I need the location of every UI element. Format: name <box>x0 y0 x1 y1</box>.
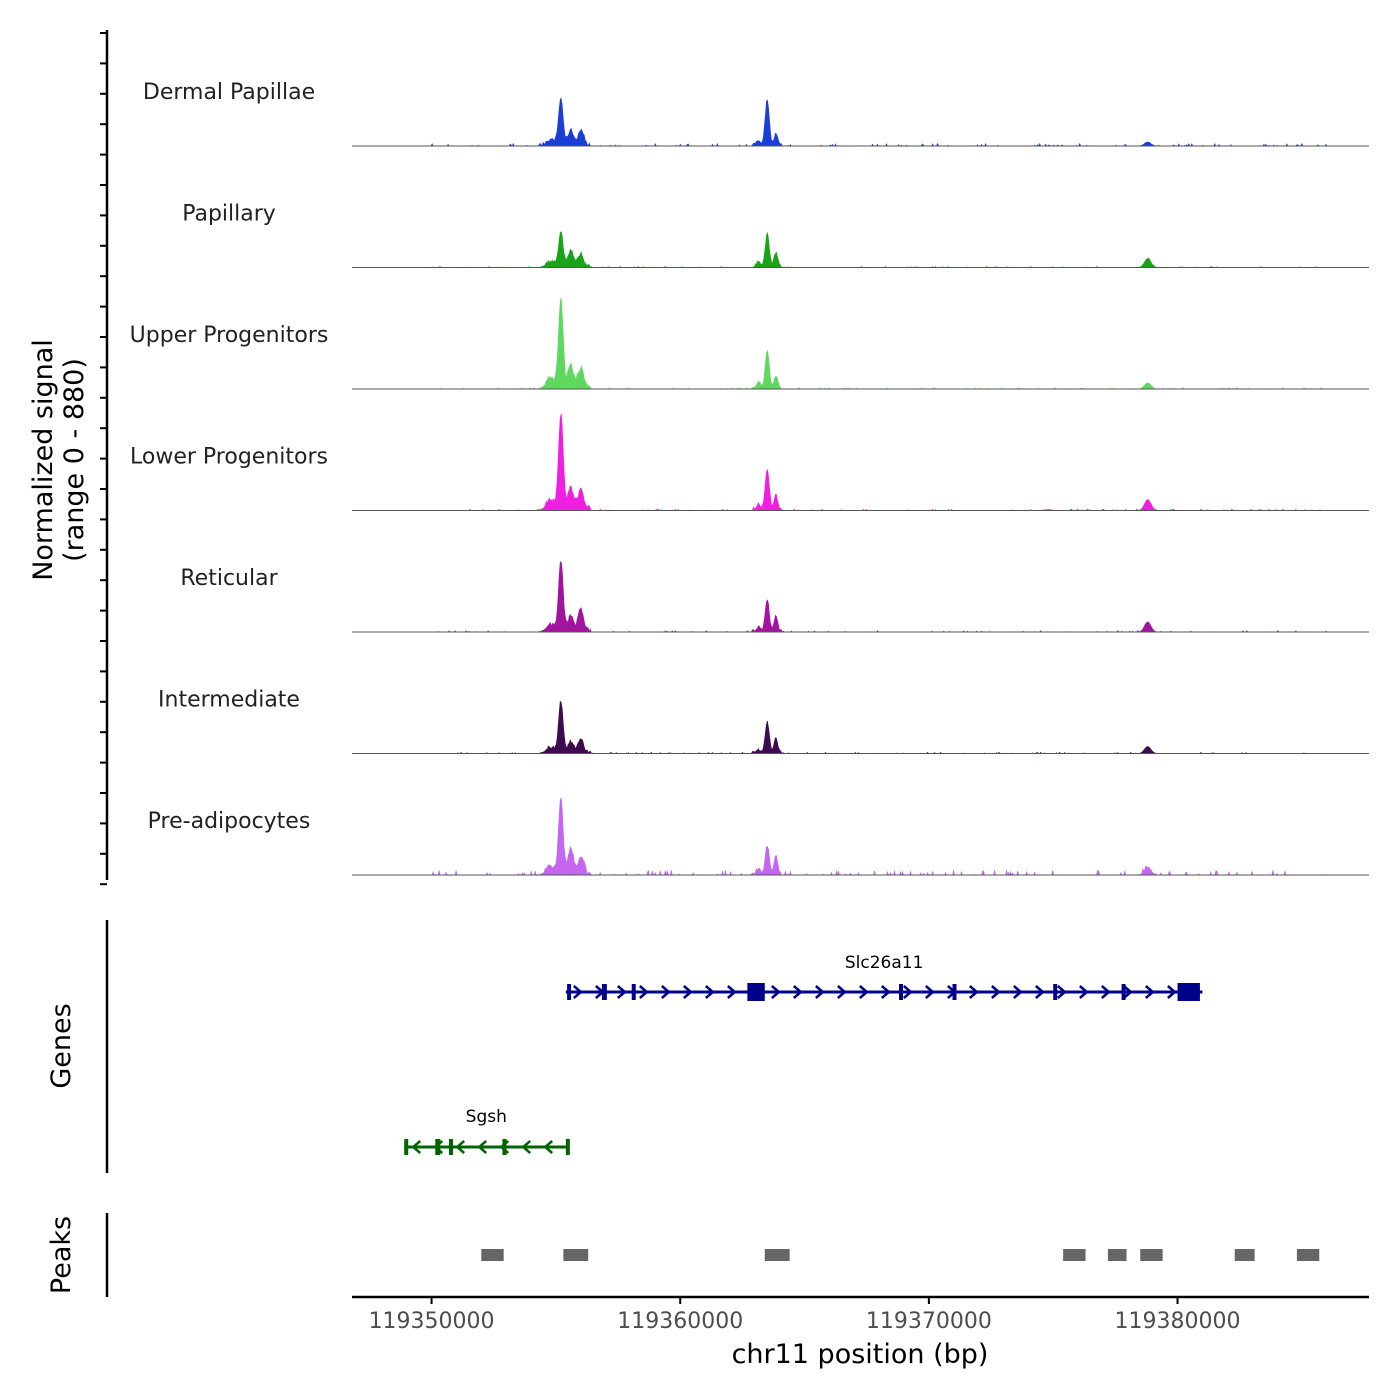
coverage-y-ticks <box>100 32 107 886</box>
strand-chevron <box>1189 985 1199 999</box>
x-tick-label: 119370000 <box>866 1309 992 1334</box>
strand-chevron <box>837 985 847 999</box>
coverage-area <box>352 297 1369 390</box>
strand-chevron <box>543 1140 554 1154</box>
track-label: Papillary <box>182 202 276 227</box>
peaks-y-label: Peaks <box>46 1216 77 1294</box>
x-tick-label: 119360000 <box>617 1309 743 1334</box>
peaks-panel: Peaks <box>46 1213 1320 1297</box>
coverage-track: Pre-adipocytes <box>148 797 1369 877</box>
x-axis: 119350000 119360000 119370000 119380000 chr… <box>352 1295 1369 1370</box>
x-tick-label: 119350000 <box>369 1309 495 1334</box>
strand-chevron <box>1035 985 1045 999</box>
strand-chevron <box>903 985 913 999</box>
peak-region <box>1234 1249 1255 1261</box>
gene-exon <box>565 1139 570 1155</box>
coverage-track: Dermal Papillae <box>143 80 1369 147</box>
track-label: Intermediate <box>158 688 300 713</box>
x-axis-label: chr11 position (bp) <box>732 1339 989 1370</box>
genes-y-label: Genes <box>46 1003 77 1088</box>
strand-chevron <box>617 985 627 999</box>
gene-exon <box>1121 984 1126 1000</box>
coverage-track: Upper Progenitors <box>130 297 1369 390</box>
strand-chevron <box>1167 985 1177 999</box>
strand-chevron <box>595 985 605 999</box>
coverage-track: Intermediate <box>158 688 1369 754</box>
strand-chevron <box>521 1140 532 1154</box>
strand-chevron <box>991 985 1001 999</box>
strand-chevron <box>727 985 737 999</box>
gene-exon <box>404 1139 409 1155</box>
peak-region <box>1140 1249 1163 1261</box>
track-label: Reticular <box>180 566 278 591</box>
x-tick-label: 119380000 <box>1115 1309 1241 1334</box>
genes-panel: Genes Slc26a11 Sgsh <box>46 920 1203 1173</box>
coverage-track: Reticular <box>180 561 1369 633</box>
strand-chevron <box>1123 985 1133 999</box>
gene-exon <box>448 1139 453 1155</box>
strand-chevron <box>969 985 979 999</box>
gene-exon <box>1177 983 1200 1001</box>
strand-chevron <box>771 985 781 999</box>
gene-label: Sgsh <box>466 1107 507 1127</box>
coverage-y-label-line2: (range 0 - 880) <box>59 358 90 562</box>
track-label: Lower Progenitors <box>130 445 328 470</box>
strand-chevron <box>1057 985 1067 999</box>
coverage-area <box>352 561 1369 633</box>
x-axis-ticks: 119350000 119360000 119370000 119380000 <box>369 1297 1241 1334</box>
coverage-area <box>352 231 1369 268</box>
strand-chevron <box>433 1140 444 1154</box>
gene-exon <box>1053 984 1058 1000</box>
strand-chevron <box>881 985 891 999</box>
coverage-tracks: Dermal Papillae Papillary Upper Progenitor… <box>130 80 1369 877</box>
strand-chevron <box>499 1140 510 1154</box>
strand-chevron <box>1079 985 1089 999</box>
coverage-panel: Normalized signal (range 0 - 880) Dermal… <box>28 30 1369 886</box>
peak-region <box>563 1249 589 1261</box>
peak-regions <box>481 1249 1320 1261</box>
strand-chevron <box>411 1140 422 1154</box>
track-label: Upper Progenitors <box>130 323 329 348</box>
peak-region <box>1296 1249 1320 1261</box>
track-label: Dermal Papillae <box>143 80 315 105</box>
strand-chevron <box>705 985 715 999</box>
strand-chevron <box>661 985 671 999</box>
coverage-area <box>352 413 1369 512</box>
strand-chevron <box>947 985 957 999</box>
peak-region <box>764 1249 790 1261</box>
strand-chevron <box>477 1140 488 1154</box>
strand-chevron <box>1101 985 1111 999</box>
gene-exon <box>567 984 572 1000</box>
strand-chevron <box>573 985 583 999</box>
strand-chevron <box>683 985 693 999</box>
gene-model: Slc26a11 <box>565 953 1203 1001</box>
strand-chevron <box>749 985 759 999</box>
gene-exon <box>435 1139 441 1155</box>
strand-chevron <box>639 985 649 999</box>
gene-exon <box>502 1139 507 1155</box>
strand-chevron <box>925 985 935 999</box>
strand-chevron <box>859 985 869 999</box>
strand-chevron <box>1145 985 1155 999</box>
coverage-track: Lower Progenitors <box>130 413 1369 512</box>
peak-region <box>481 1249 504 1261</box>
coverage-area <box>352 700 1369 754</box>
peak-region <box>1107 1249 1127 1261</box>
coverage-area <box>352 97 1369 147</box>
gene-model: Sgsh <box>404 1107 570 1155</box>
strand-chevron <box>815 985 825 999</box>
gene-exon <box>899 984 904 1000</box>
strand-chevron <box>455 1140 466 1154</box>
coverage-area <box>352 797 1369 877</box>
gene-exon <box>631 984 636 1000</box>
strand-chevron <box>793 985 803 999</box>
gene-label: Slc26a11 <box>845 953 924 973</box>
coverage-track: Papillary <box>182 202 1369 268</box>
gene-models: Slc26a11 Sgsh <box>404 953 1203 1155</box>
strand-chevron <box>1013 985 1023 999</box>
coverage-y-label-line1: Normalized signal <box>28 339 59 581</box>
track-label: Pre-adipocytes <box>148 809 311 834</box>
peak-region <box>1063 1249 1086 1261</box>
